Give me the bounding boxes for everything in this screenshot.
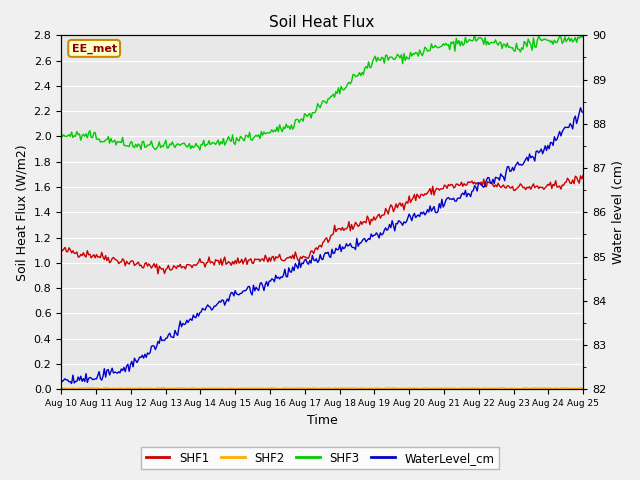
SHF3: [435, 45, 443, 50]
SHF1: [154, 271, 162, 276]
SHF3: [579, 32, 587, 37]
SHF2: [436, 385, 444, 391]
Y-axis label: Water level (cm): Water level (cm): [612, 160, 625, 264]
SHF1: [579, 172, 587, 178]
WaterLevel_cm: [68, 381, 76, 386]
WaterLevel_cm: [266, 278, 273, 284]
WaterLevel_cm: [438, 196, 445, 202]
Line: SHF3: SHF3: [61, 35, 583, 150]
Line: SHF2: SHF2: [61, 387, 583, 389]
SHF3: [120, 143, 128, 148]
SHF3: [266, 130, 273, 136]
SHF2: [228, 386, 236, 392]
SHF2: [58, 386, 65, 392]
SHF1: [387, 202, 395, 208]
Y-axis label: Soil Heat Flux (W/m2): Soil Heat Flux (W/m2): [15, 144, 28, 281]
SHF2: [388, 386, 396, 392]
Line: SHF1: SHF1: [61, 175, 583, 274]
X-axis label: Time: Time: [307, 414, 337, 427]
WaterLevel_cm: [58, 377, 65, 383]
SHF3: [387, 54, 395, 60]
SHF2: [266, 385, 273, 391]
SHF2: [120, 385, 128, 391]
Legend: SHF1, SHF2, SHF3, WaterLevel_cm: SHF1, SHF2, SHF3, WaterLevel_cm: [141, 447, 499, 469]
WaterLevel_cm: [228, 290, 236, 296]
SHF1: [58, 246, 65, 252]
SHF3: [196, 147, 204, 153]
SHF2: [579, 385, 587, 391]
WaterLevel_cm: [435, 201, 443, 206]
WaterLevel_cm: [122, 369, 129, 374]
WaterLevel_cm: [579, 109, 587, 115]
SHF1: [266, 255, 273, 261]
SHF1: [228, 259, 236, 264]
SHF2: [159, 384, 167, 390]
WaterLevel_cm: [387, 225, 395, 230]
SHF1: [438, 186, 445, 192]
WaterLevel_cm: [577, 105, 584, 110]
Line: WaterLevel_cm: WaterLevel_cm: [61, 108, 583, 384]
SHF3: [58, 130, 65, 136]
Title: Soil Heat Flux: Soil Heat Flux: [269, 15, 375, 30]
SHF2: [379, 386, 387, 392]
SHF1: [120, 258, 128, 264]
SHF2: [439, 386, 447, 392]
SHF3: [228, 132, 236, 138]
Text: EE_met: EE_met: [72, 43, 116, 54]
SHF3: [438, 43, 445, 49]
SHF1: [435, 187, 443, 193]
